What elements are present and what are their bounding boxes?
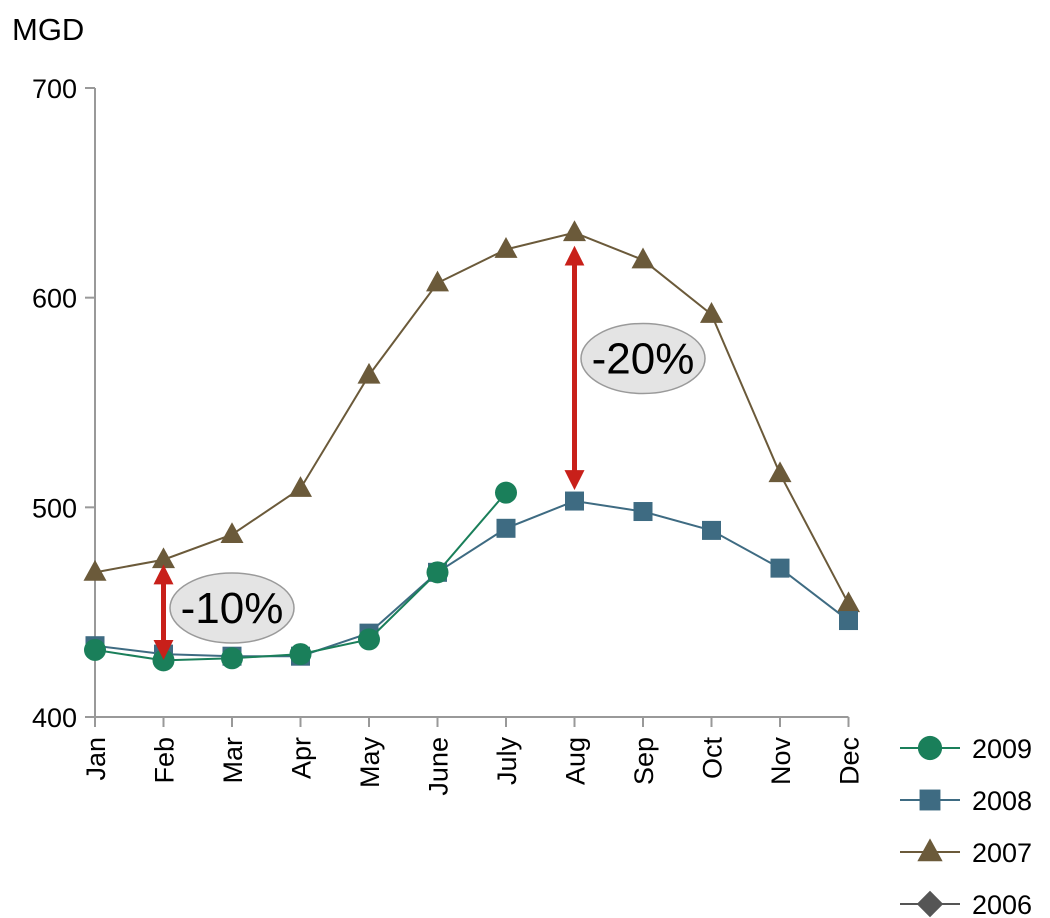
data-point-2007	[494, 237, 518, 258]
legend-item-2008: 2008	[900, 786, 1032, 816]
annotation-1: -10%	[153, 564, 295, 660]
data-point-2008	[839, 611, 858, 631]
y-tick-label: 500	[32, 493, 77, 523]
y-tick-label: 600	[32, 284, 77, 314]
data-point-2008	[496, 518, 516, 538]
x-tick-label: Feb	[150, 737, 180, 784]
legend-label: 2009	[972, 734, 1032, 764]
data-point-2007	[220, 522, 244, 543]
data-point-2007	[83, 559, 107, 581]
legend-marker	[916, 890, 944, 918]
annotation-2: -20%	[564, 245, 706, 491]
data-point-2009	[221, 647, 243, 670]
data-point-2007	[700, 302, 723, 323]
series-2007	[83, 220, 860, 613]
data-point-2007	[152, 547, 175, 569]
x-tick-label: Oct	[698, 737, 728, 780]
axes: 400 500 600 700 Jan Feb Mar Apr May June July Aug Se…	[32, 74, 865, 796]
data-point-2009	[358, 628, 380, 651]
legend-label: 2008	[972, 786, 1032, 816]
callout-bubble	[580, 322, 706, 395]
series-line-2007	[94, 231, 850, 605]
x-tick-label: Mar	[218, 737, 248, 784]
data-point-2008	[565, 491, 584, 511]
series-2009	[84, 481, 517, 672]
data-point-2009	[426, 561, 449, 584]
series-layer	[83, 220, 860, 672]
legend-marker	[919, 789, 941, 811]
data-point-2007	[563, 220, 586, 242]
data-point-2007	[837, 591, 860, 613]
callout-label: -20%	[592, 334, 695, 383]
x-tick-label: Aug	[561, 737, 591, 785]
data-point-2009	[152, 649, 175, 672]
data-point-2007	[768, 461, 792, 483]
legend-item-2007: 2007	[900, 838, 1032, 868]
legend-item-2006: 2006	[900, 890, 1032, 918]
callout-bubble	[169, 572, 295, 644]
x-tick-label: Dec	[835, 737, 865, 785]
series-line-2008	[94, 500, 850, 658]
legend-marker	[917, 838, 943, 862]
y-tick-label: 400	[32, 703, 77, 733]
x-tick-label: May	[355, 737, 385, 789]
annotation-layer: -10% -20%	[153, 245, 706, 660]
data-point-2008	[633, 502, 653, 522]
x-tick-label: Apr	[287, 737, 317, 779]
x-tick-label: Nov	[766, 737, 796, 786]
data-point-2009	[289, 643, 312, 666]
legend-item-2009: 2009	[900, 734, 1032, 764]
x-tick-label: Jan	[81, 737, 111, 781]
callout-label: -10%	[181, 584, 284, 633]
data-point-2007	[357, 362, 381, 384]
x-tick-label: June	[424, 737, 454, 796]
data-point-2007	[289, 476, 312, 497]
data-point-2008	[770, 558, 790, 578]
legend: 2009 2008 2007 2006	[900, 734, 1032, 918]
data-point-2007	[631, 247, 655, 269]
x-tick-label: Sep	[629, 737, 659, 785]
legend-label: 2006	[972, 890, 1032, 918]
data-point-2007	[426, 270, 449, 292]
data-point-2009	[495, 481, 517, 504]
y-axis-label: MGD	[12, 12, 84, 47]
legend-label: 2007	[972, 838, 1032, 868]
y-tick-label: 700	[32, 74, 77, 104]
data-point-2008	[702, 520, 721, 540]
x-tick-label: July	[492, 737, 522, 786]
data-point-2009	[84, 638, 106, 661]
legend-marker	[917, 735, 943, 761]
